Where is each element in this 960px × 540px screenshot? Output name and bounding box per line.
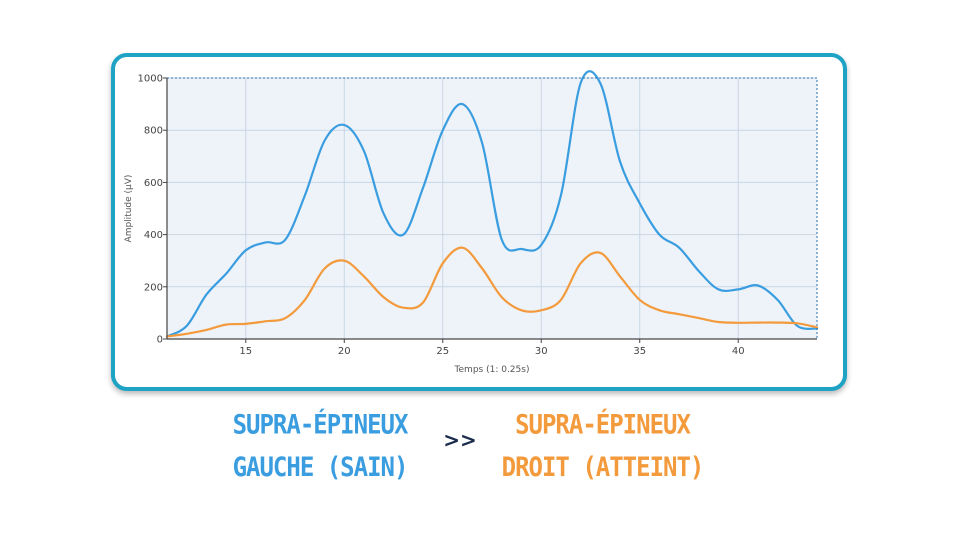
caption-right-muscle: SUPRA-ÉPINEUX DROIT (ATTEINT) (500, 403, 705, 488)
y-tick-label: 200 (144, 282, 163, 293)
series-line-blue (165, 70, 819, 338)
caption-right-line2: DROIT (ATTEINT) (501, 451, 705, 483)
x-tick-label: 20 (338, 346, 351, 357)
x-tick-label: 40 (732, 346, 745, 357)
y-axis-title: Amplitude (µV) (124, 175, 134, 243)
caption-right-line1: SUPRA-ÉPINEUX (515, 409, 691, 441)
plot-area (167, 78, 817, 339)
y-tick-label: 1000 (138, 74, 163, 85)
y-tick-label: 600 (144, 178, 163, 189)
y-tick-label: 400 (144, 230, 163, 241)
x-tick-label: 25 (436, 346, 449, 357)
x-tick-label: 30 (535, 346, 548, 357)
y-tick-label: 800 (144, 126, 163, 137)
x-axis-title: Temps (1: 0.25s) (454, 365, 530, 375)
x-tick-label: 35 (633, 346, 646, 357)
y-tick-label: 0 (157, 335, 163, 346)
series-line-orange (165, 246, 819, 338)
comparator-symbol: >> (443, 428, 477, 452)
caption-left-line2: GAUCHE (SAIN) (232, 451, 409, 483)
caption-left-muscle: SUPRA-ÉPINEUX GAUCHE (SAIN) (220, 403, 420, 488)
caption-left-line1: SUPRA-ÉPINEUX (232, 409, 409, 441)
x-tick-label: 15 (239, 346, 252, 357)
